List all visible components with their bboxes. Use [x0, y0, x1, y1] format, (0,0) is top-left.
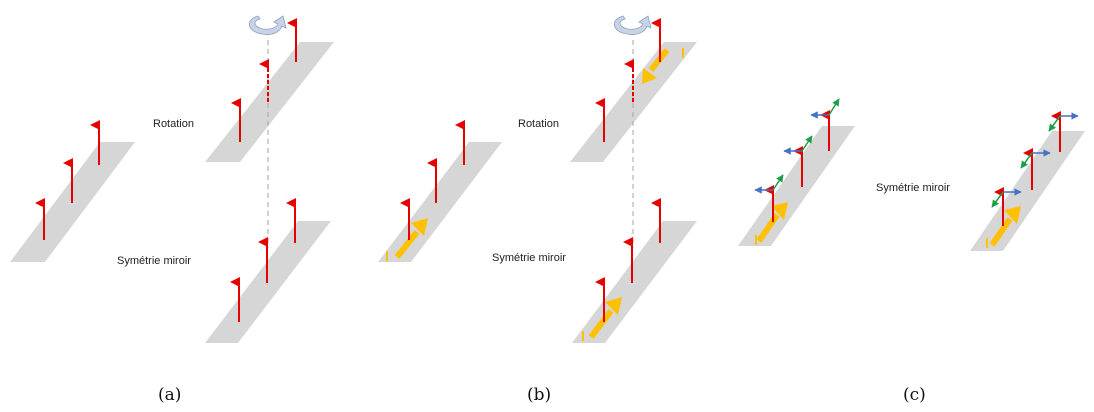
- plane: [970, 131, 1085, 251]
- curved-rotation-arrow-icon: [249, 15, 287, 35]
- label-rotation: Rotation: [518, 118, 559, 130]
- y-component-arrow: [828, 98, 840, 116]
- caption-c: (c): [903, 385, 926, 405]
- panel-a: Rotation Symétrie miroir (a): [10, 15, 334, 405]
- current-arrow-head: [642, 68, 657, 84]
- y-component-arrow: [1020, 152, 1033, 169]
- y-component-arrow: [772, 174, 784, 191]
- curved-rotation-arrow-icon: [614, 15, 652, 35]
- label-mirror: Symétrie miroir: [117, 255, 191, 267]
- current-arrow-head: [1004, 206, 1021, 224]
- plane: [378, 142, 502, 262]
- current-arrow: [989, 217, 1013, 247]
- caption-b: (b): [527, 385, 551, 405]
- label-mirror: Symétrie miroir: [876, 182, 950, 194]
- plane: [205, 42, 334, 162]
- y-component-arrow: [991, 191, 1004, 208]
- label-rotation: Rotation: [153, 118, 194, 130]
- current-arrow-head: [411, 218, 428, 236]
- y-component-arrow: [801, 135, 813, 152]
- plane: [572, 221, 697, 343]
- plane: [738, 126, 855, 246]
- current-arrow-head: [771, 202, 788, 220]
- label-mirror: Symétrie miroir: [492, 252, 566, 264]
- current-arrow: [394, 230, 420, 259]
- panel-c: Symétrie miroir (c): [738, 98, 1085, 405]
- current-arrow: [588, 309, 614, 339]
- panel-b: Rotation Symétrie miroir (b): [378, 15, 697, 405]
- caption-a: (a): [158, 385, 181, 405]
- current-arrow-head: [605, 297, 622, 315]
- y-component-arrow: [1048, 115, 1061, 132]
